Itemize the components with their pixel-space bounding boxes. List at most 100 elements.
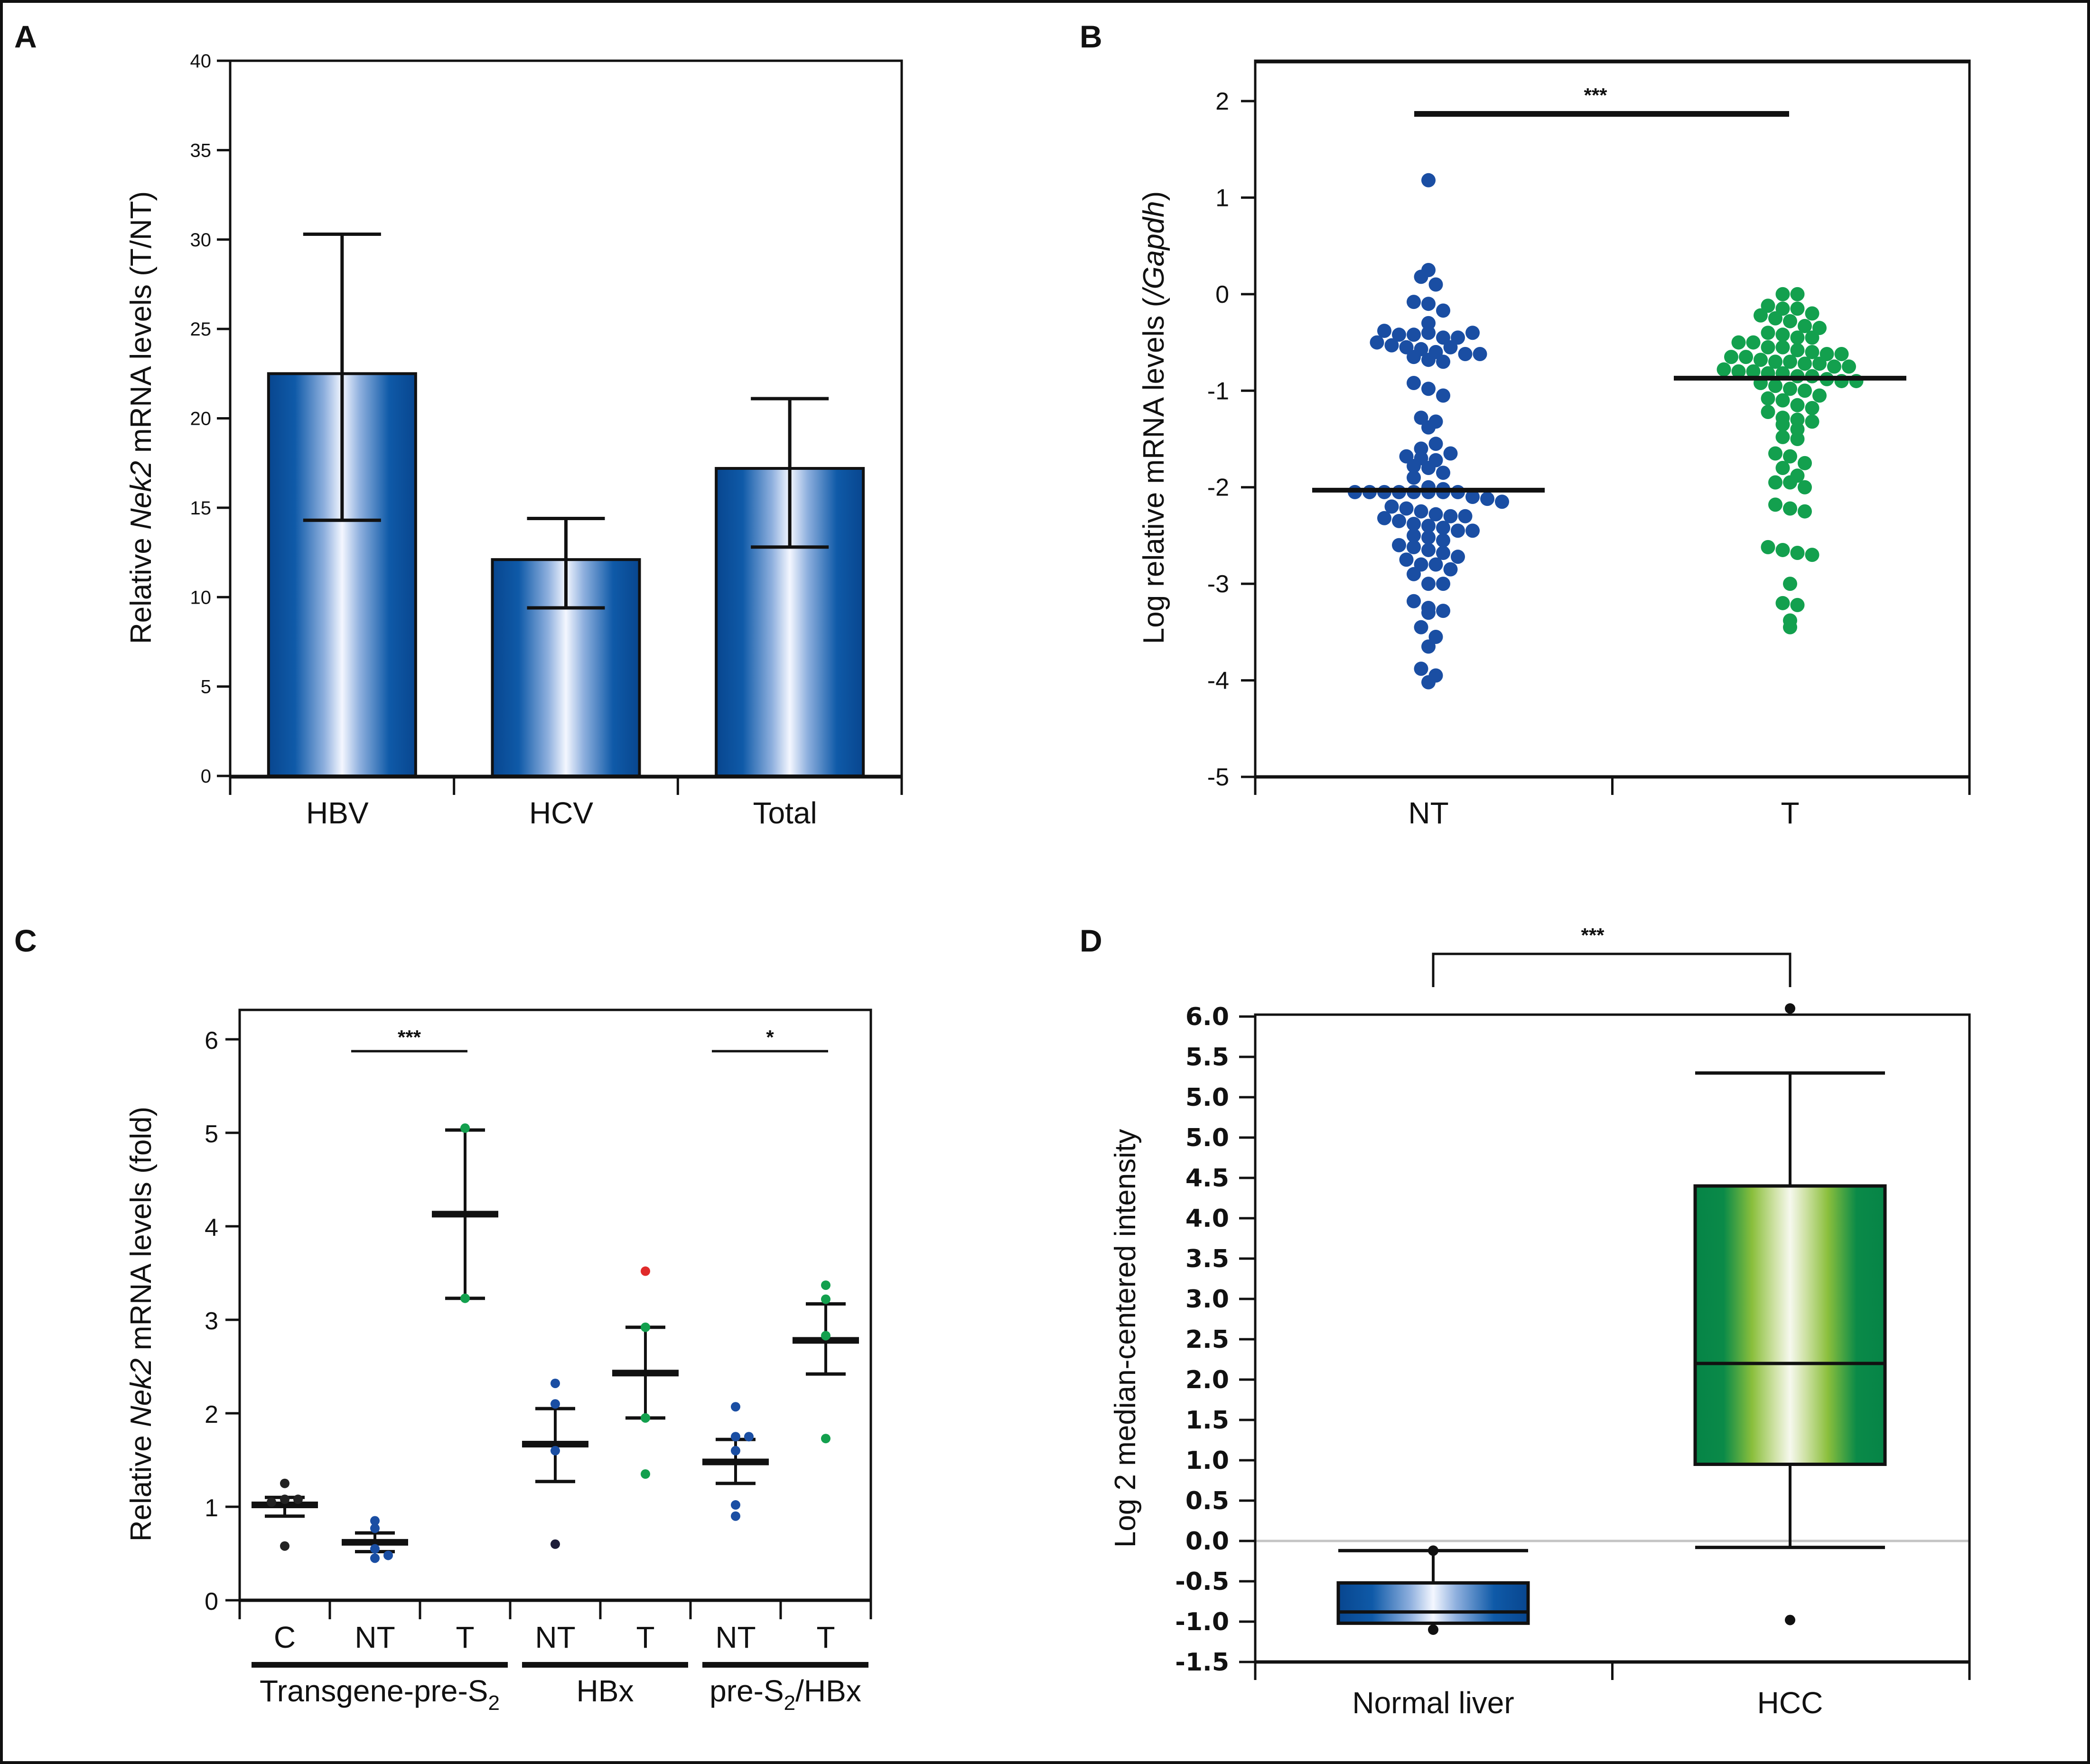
box-normal-liver xyxy=(1336,1581,1530,1625)
ylabel-part: mRNA levels (T/NT) xyxy=(125,191,158,461)
group-label-main: pre-S xyxy=(709,1674,784,1708)
data-point-nt xyxy=(1392,327,1406,342)
data-point-nt xyxy=(1451,550,1465,564)
data-point-t xyxy=(1805,414,1819,429)
data-point-t xyxy=(1834,346,1849,361)
data-point-nt xyxy=(1436,466,1450,480)
panel-label-b: B xyxy=(1080,19,1102,54)
data-point-nt xyxy=(1407,470,1421,485)
outlier-point xyxy=(1785,1003,1795,1014)
x-category-label: C xyxy=(274,1620,296,1654)
panel-c-y-axis-label: Relative Nek2 mRNA levels (fold) xyxy=(125,1107,158,1542)
data-point-t xyxy=(1775,287,1790,301)
panel-c-dot-plot: Relative Nek2 mRNA levels (fold) 0 1 2 3 4 5 6… xyxy=(125,1008,872,1715)
data-point-nt xyxy=(1436,330,1450,345)
y-tick-label: 2.0 xyxy=(1185,1366,1229,1394)
x-category-label: NT xyxy=(535,1620,575,1654)
ylabel-part: mRNA levels (fold) xyxy=(125,1107,158,1359)
data-point-t xyxy=(1805,306,1819,321)
box-hcc xyxy=(1693,1184,1887,1466)
data-point-t xyxy=(1768,355,1782,369)
y-tick-label: -4 xyxy=(1207,667,1229,695)
y-tick-label: 1.0 xyxy=(1185,1447,1229,1475)
group-label-main: HBx xyxy=(577,1674,634,1708)
data-point-nt xyxy=(1414,411,1428,425)
data-point-nt xyxy=(1458,509,1473,523)
data-point-nt xyxy=(1384,338,1399,353)
data-point-nt xyxy=(1421,326,1436,340)
data-point-t xyxy=(1768,311,1782,326)
data-point xyxy=(550,1399,560,1409)
data-point-t xyxy=(1783,501,1797,516)
data-point xyxy=(641,1266,650,1276)
x-category-label: T xyxy=(816,1620,835,1654)
y-tick-label: 0.5 xyxy=(1185,1487,1229,1515)
data-point-nt xyxy=(1407,594,1421,608)
data-point-nt xyxy=(1407,458,1421,473)
data-point xyxy=(280,1478,289,1488)
data-point-t xyxy=(1798,480,1812,495)
data-point-t xyxy=(1775,327,1790,342)
data-point xyxy=(370,1553,380,1563)
data-point-nt xyxy=(1421,639,1436,654)
data-point-t xyxy=(1805,401,1819,415)
x-category-label: Normal liver xyxy=(1352,1686,1514,1720)
data-point-t xyxy=(1790,432,1805,446)
data-point xyxy=(550,1378,560,1388)
data-point xyxy=(731,1402,740,1412)
data-point xyxy=(731,1432,740,1442)
data-point xyxy=(370,1544,380,1554)
group-label-tail: /HBx xyxy=(795,1674,861,1708)
y-tick-label: 0.0 xyxy=(1185,1527,1229,1556)
data-point-nt xyxy=(1443,562,1458,577)
group-label-main: Transgene-pre-S xyxy=(260,1674,488,1708)
data-point xyxy=(731,1511,740,1521)
y-tick-label: 1 xyxy=(1215,184,1229,212)
data-point-nt xyxy=(1465,490,1480,504)
data-point-t xyxy=(1812,388,1827,403)
panel-label-d: D xyxy=(1080,923,1102,958)
data-point-t xyxy=(1746,364,1761,379)
data-point-nt xyxy=(1436,546,1450,560)
y-tick-label: 6 xyxy=(205,1027,218,1055)
data-point xyxy=(370,1523,380,1533)
ylabel-part: Log relative mRNA levels ( xyxy=(1138,297,1170,644)
y-tick-label: 5.0 xyxy=(1185,1124,1229,1152)
data-point-nt xyxy=(1436,604,1450,618)
data-point-nt xyxy=(1370,335,1384,350)
data-point-t xyxy=(1805,345,1819,359)
data-point-t xyxy=(1775,301,1790,316)
data-point xyxy=(550,1446,560,1456)
data-point-t xyxy=(1731,335,1746,350)
data-point-t xyxy=(1731,364,1746,379)
data-point-t xyxy=(1761,340,1775,355)
data-point-nt xyxy=(1414,504,1428,519)
data-point-t xyxy=(1768,379,1782,393)
y-tick-label: 5 xyxy=(201,677,211,698)
ylabel-part: Relative xyxy=(125,1427,158,1541)
data-point-nt xyxy=(1377,324,1391,338)
data-point xyxy=(280,1541,289,1551)
data-point-nt xyxy=(1407,567,1421,581)
data-point-t xyxy=(1746,335,1761,350)
data-point-t xyxy=(1754,353,1768,367)
data-point-nt xyxy=(1407,350,1421,364)
data-point-t xyxy=(1812,356,1827,371)
data-point-nt xyxy=(1421,606,1436,620)
data-point xyxy=(731,1500,740,1510)
data-point-t xyxy=(1812,321,1827,336)
y-tick-label: 20 xyxy=(190,409,212,429)
data-point-t xyxy=(1761,299,1775,313)
data-point xyxy=(267,1497,276,1507)
y-tick-label: -1.5 xyxy=(1175,1648,1229,1677)
data-point-nt xyxy=(1407,295,1421,309)
data-point-nt xyxy=(1407,517,1421,532)
y-tick-label: 3 xyxy=(205,1307,218,1335)
y-tick-label: 4.5 xyxy=(1185,1164,1229,1193)
data-point-nt xyxy=(1399,501,1414,516)
data-point-t xyxy=(1783,449,1797,464)
data-point-nt xyxy=(1436,577,1450,591)
data-point xyxy=(821,1294,830,1304)
y-tick-label: 0 xyxy=(201,766,211,787)
